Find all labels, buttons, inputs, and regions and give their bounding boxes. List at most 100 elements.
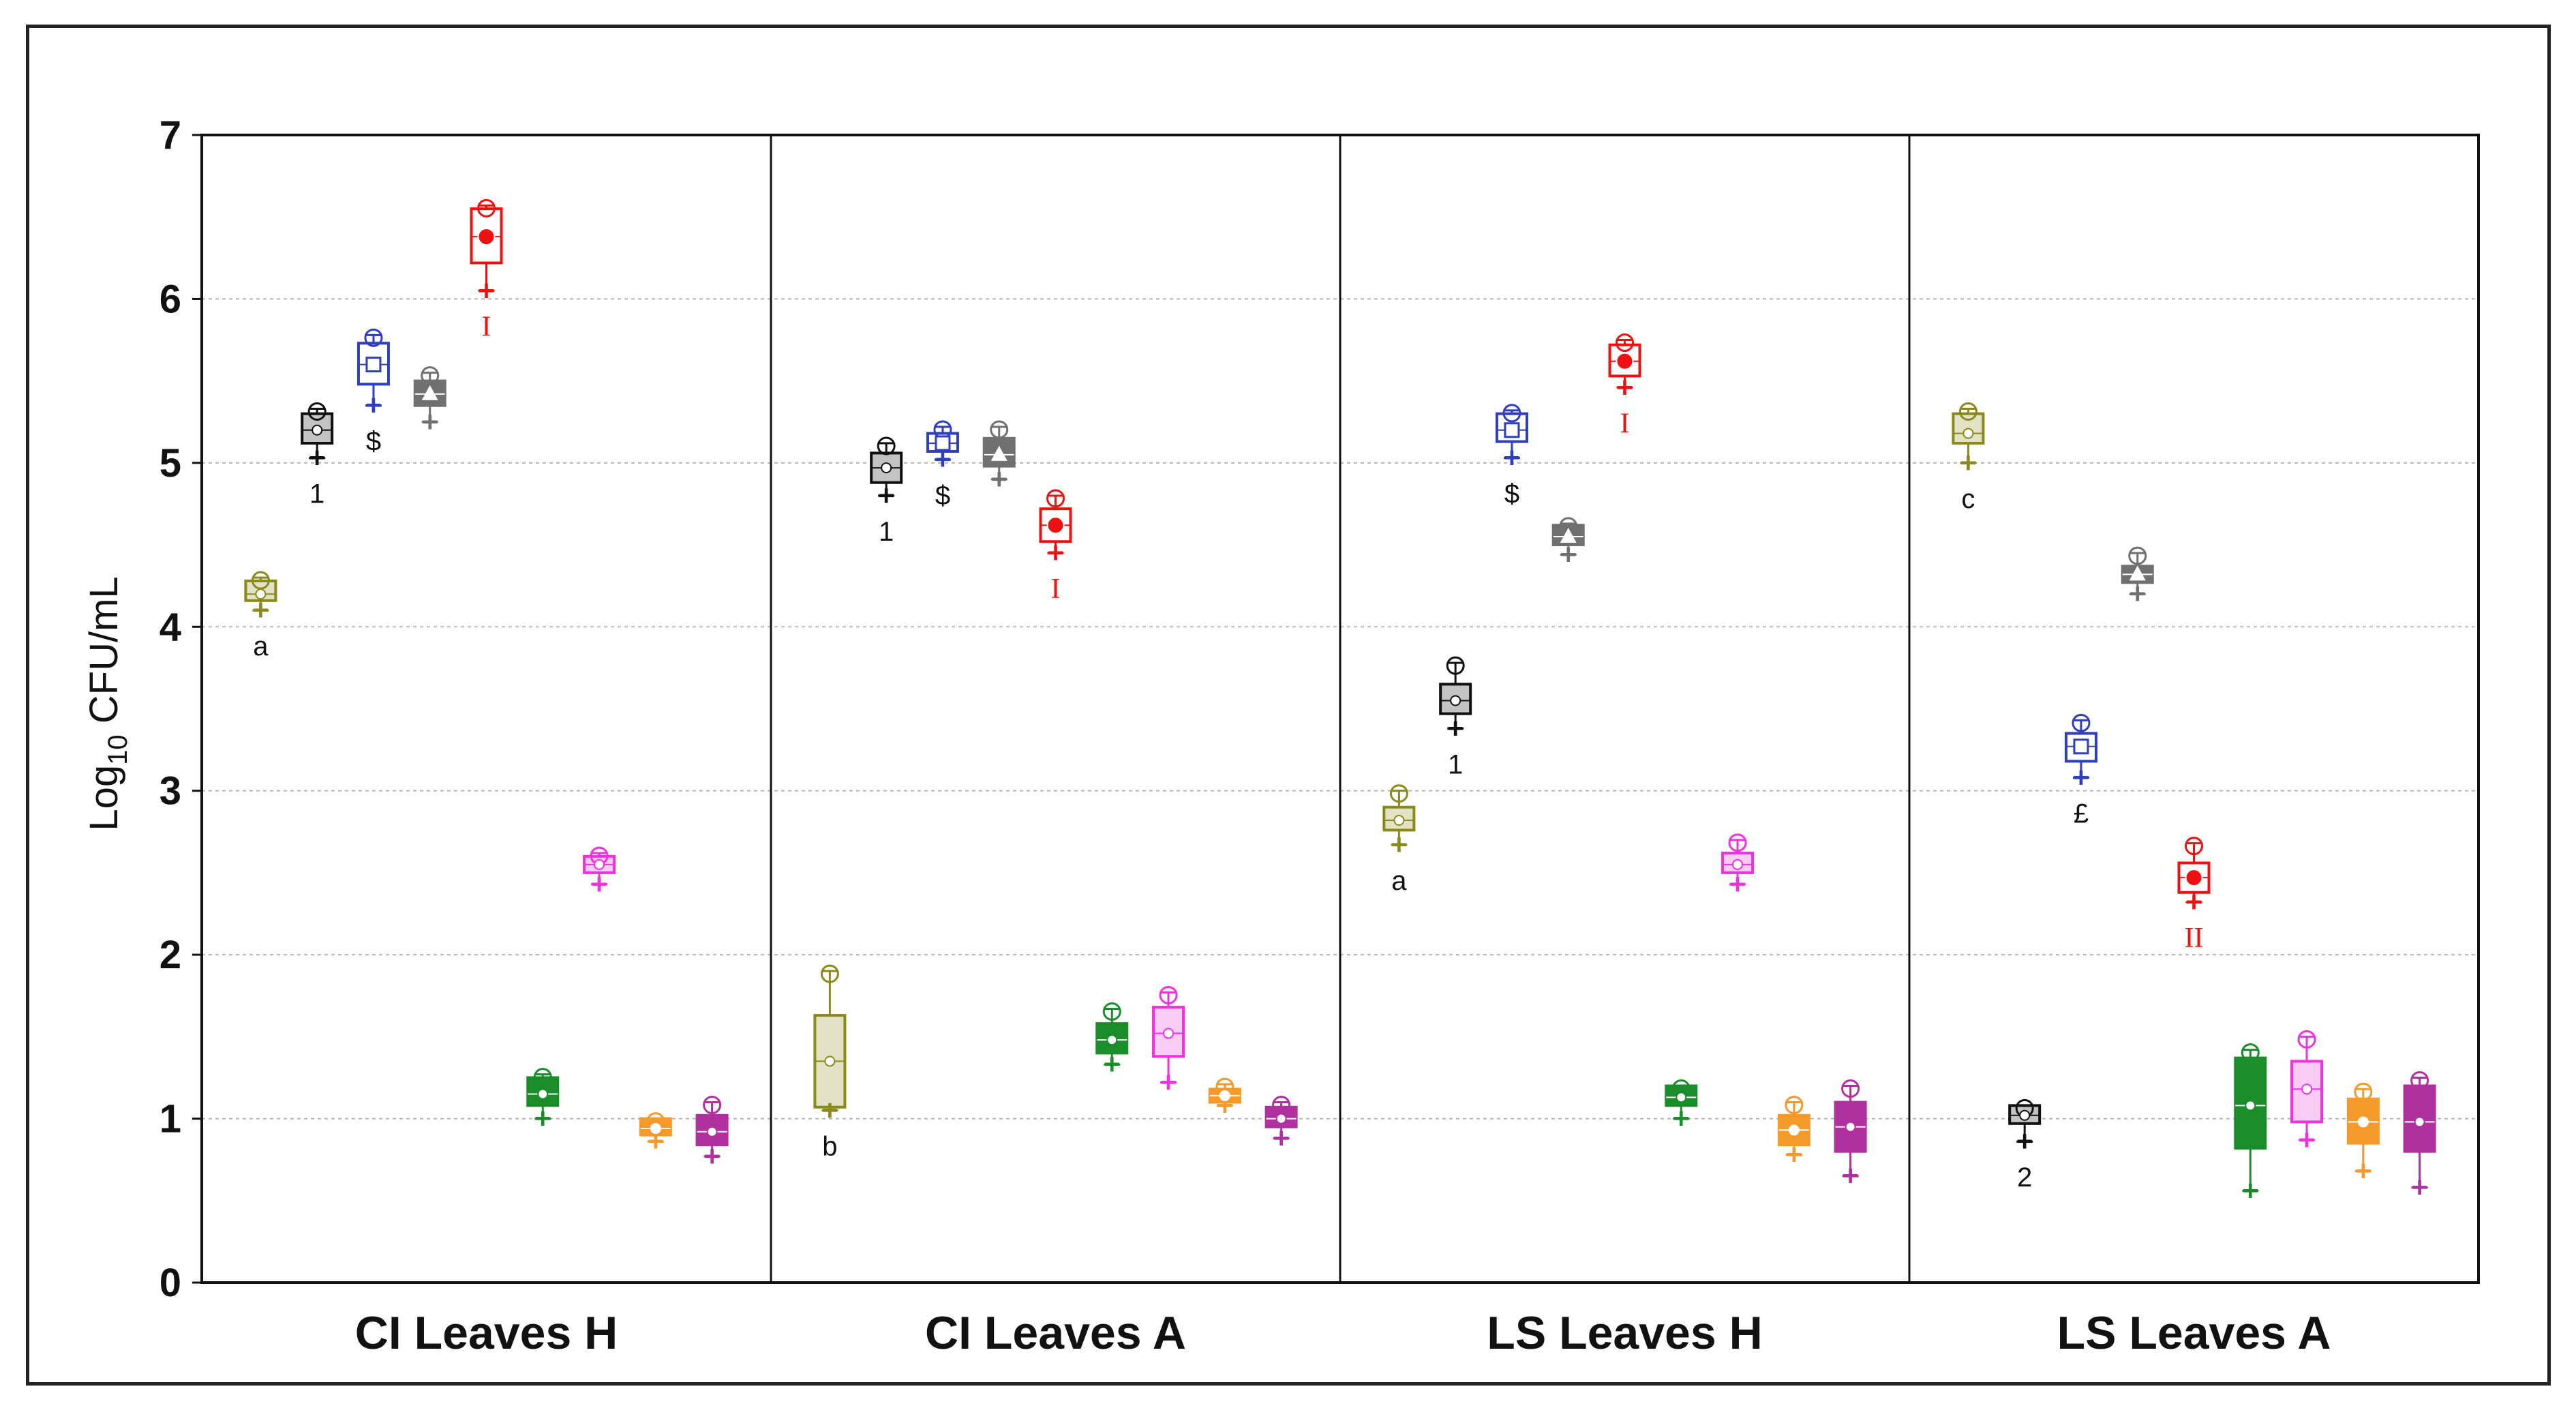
mean-marker	[421, 385, 438, 400]
outlier-star: +	[478, 274, 495, 306]
mean-marker	[477, 228, 496, 246]
mean-marker	[1106, 1034, 1118, 1046]
panel-label: LS Leaves H	[1487, 1307, 1762, 1359]
box-4: +	[413, 366, 446, 438]
y-tick-label: 6	[160, 277, 181, 321]
box-6: +	[1665, 1079, 1698, 1135]
mean-marker	[1275, 1113, 1287, 1124]
box-body	[357, 342, 390, 386]
box-9: +	[1264, 1096, 1298, 1154]
box-6: +	[2234, 1043, 2267, 1206]
significance-label: II	[2185, 923, 2204, 954]
mean-marker	[2357, 1116, 2369, 1128]
box-4: +	[1551, 517, 1585, 570]
box-8: +	[1777, 1096, 1810, 1170]
box-7: +	[2290, 1030, 2324, 1156]
y-axis-label: Log10 CFU/mL	[82, 576, 133, 831]
outlier-circle	[1446, 656, 1465, 675]
outlier-circle	[990, 420, 1009, 439]
mean-marker	[1963, 428, 1974, 439]
box-3: +$	[926, 420, 959, 511]
outlier-star: +	[2129, 578, 2146, 610]
mean-marker	[650, 1122, 661, 1134]
box-7: +	[583, 846, 616, 900]
mean-marker	[2185, 869, 2203, 887]
box-8: +	[1208, 1077, 1241, 1121]
box-3: +$	[1495, 404, 1528, 509]
outlier-star: +	[2411, 1171, 2428, 1203]
outlier-circle	[364, 328, 383, 347]
box-body	[982, 436, 1016, 468]
panel-label: CI Leaves H	[355, 1307, 618, 1359]
outlier-circle	[1785, 1096, 1804, 1115]
outlier-star: +	[878, 479, 895, 511]
outlier-circle	[1502, 404, 1521, 423]
box-9: +	[1834, 1079, 1867, 1192]
outlier-star: +	[1047, 537, 1064, 569]
mean-marker	[706, 1126, 718, 1137]
outlier-star: +	[534, 1103, 551, 1135]
outlier-star: +	[1729, 868, 1746, 900]
mean-marker	[1163, 1028, 1175, 1039]
significance-label: c	[1961, 484, 1975, 514]
box-1: +b	[813, 964, 847, 1162]
box-4: +	[2121, 546, 2154, 610]
outlier-star: +	[1560, 538, 1577, 570]
outlier-star: +	[1786, 1138, 1803, 1170]
mean-marker	[312, 424, 323, 436]
outlier-circle	[2297, 1030, 2316, 1049]
box-9: +	[2403, 1071, 2436, 1203]
mean-marker	[1046, 516, 1065, 535]
outlier-star: +	[1391, 828, 1408, 861]
mean-marker	[2245, 1100, 2256, 1111]
mean-marker	[1732, 858, 1744, 870]
outlier-circle	[421, 366, 440, 385]
outlier-circle	[877, 436, 896, 455]
significance-label: b	[822, 1132, 837, 1162]
box-6: +	[1095, 1002, 1129, 1080]
significance-label: $	[935, 481, 950, 511]
mean-marker	[1219, 1090, 1230, 1101]
box-7: +	[1152, 985, 1185, 1098]
outlier-star: +	[1273, 1122, 1290, 1154]
outlier-circle	[820, 964, 839, 983]
mean-marker	[537, 1088, 549, 1100]
mean-marker	[1676, 1092, 1687, 1103]
box-4: +	[982, 420, 1016, 495]
outlier-star: +	[2185, 886, 2202, 918]
box-1: +a	[244, 571, 277, 661]
significance-label: $	[366, 427, 381, 457]
mean-marker	[935, 435, 951, 451]
outlier-star: +	[1447, 712, 1464, 744]
significance-label: I	[1620, 408, 1630, 439]
outlier-star: +	[2073, 761, 2090, 793]
box-7: +	[1721, 833, 1755, 900]
mean-marker	[2019, 1109, 2031, 1121]
outlier-circle	[307, 402, 327, 421]
mean-marker	[1560, 528, 1577, 543]
y-tick-label: 7	[160, 113, 181, 158]
box-1: +a	[1382, 784, 1416, 896]
outlier-star: +	[1104, 1048, 1121, 1080]
y-tick-label: 2	[160, 933, 181, 977]
mean-marker	[255, 588, 267, 600]
outlier-star: +	[1842, 1160, 1859, 1192]
box-2: +1	[870, 436, 903, 547]
outlier-star: +	[990, 463, 1007, 495]
outlier-circle	[251, 571, 270, 590]
panel-label: LS Leaves A	[2057, 1307, 2331, 1359]
outlier-circle	[2072, 713, 2091, 732]
mean-marker	[1504, 422, 1520, 438]
significance-label: 1	[879, 517, 894, 547]
mean-marker	[594, 858, 605, 870]
outlier-circle	[533, 1068, 552, 1087]
y-tick-label: 4	[160, 605, 181, 649]
significance-label: a	[1391, 866, 1407, 896]
outlier-circle	[1389, 784, 1408, 803]
box-body	[2403, 1084, 2436, 1153]
box-8: +	[2346, 1082, 2380, 1187]
y-tick-label: 0	[160, 1261, 181, 1305]
outlier-circle	[477, 198, 496, 218]
outlier-star: +	[2242, 1174, 2259, 1206]
